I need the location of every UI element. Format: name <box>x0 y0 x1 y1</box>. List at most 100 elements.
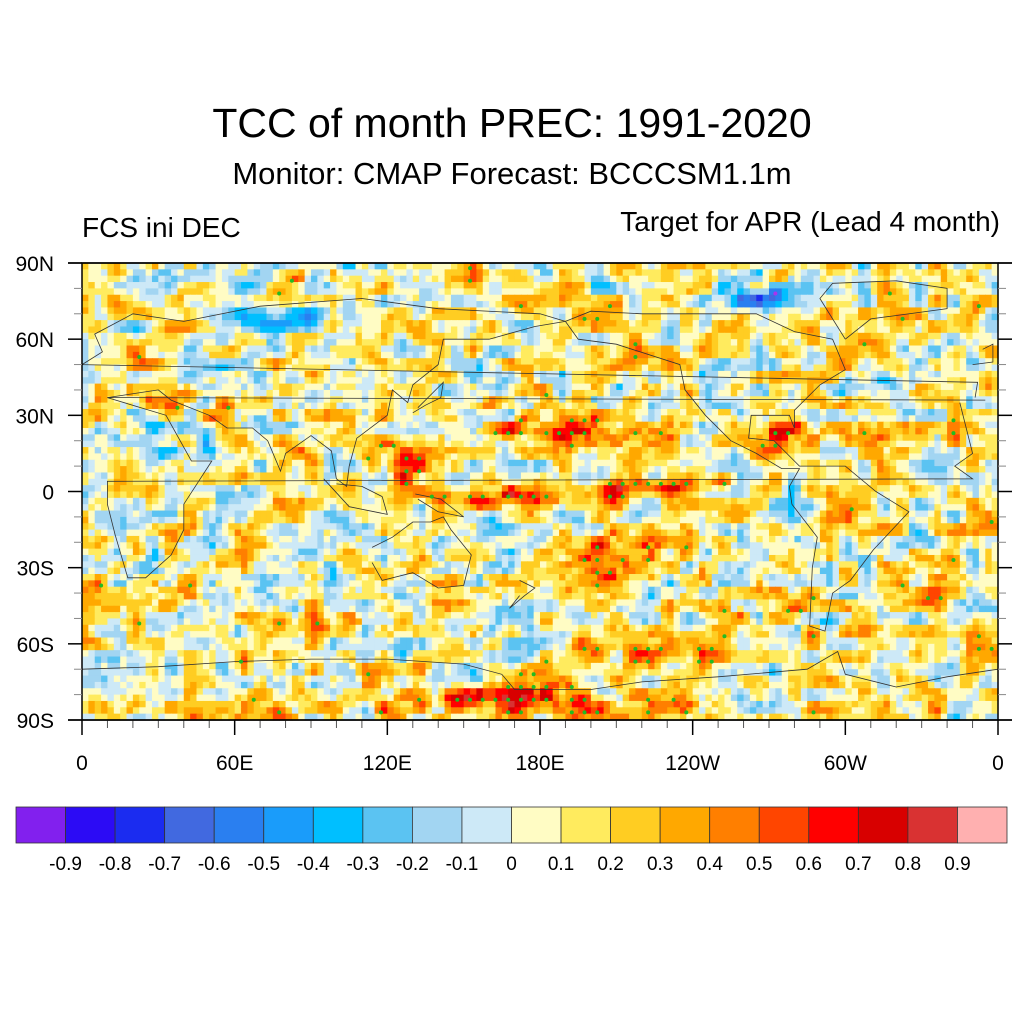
heatmap-cell <box>940 301 948 309</box>
heatmap-cell <box>699 421 706 429</box>
heatmap-cell <box>571 478 579 486</box>
heatmap-cell <box>762 447 770 455</box>
heatmap-cell <box>705 472 713 480</box>
heatmap-cell <box>323 288 331 296</box>
heatmap-cell <box>82 459 89 467</box>
heatmap-cell <box>921 383 929 391</box>
heatmap-cell <box>934 428 942 435</box>
heatmap-cell <box>311 358 318 366</box>
heatmap-cell <box>896 288 904 296</box>
heatmap-cell <box>660 275 668 283</box>
heatmap-cell <box>311 351 318 359</box>
heatmap-cell <box>419 377 427 385</box>
heatmap-cell <box>609 307 617 315</box>
heatmap-cell <box>508 282 516 289</box>
heatmap-cell <box>533 345 541 353</box>
heatmap-cell <box>520 358 528 366</box>
heatmap-cell <box>813 466 821 474</box>
heatmap-cell <box>228 396 236 404</box>
heatmap-cell <box>463 453 471 461</box>
heatmap-cell <box>724 364 732 372</box>
heatmap-cell <box>387 389 395 397</box>
heatmap-cell <box>540 313 547 321</box>
heatmap-cell <box>832 307 840 315</box>
heatmap-cell <box>279 364 287 372</box>
heatmap-cell <box>438 447 446 455</box>
heatmap-cell <box>724 275 732 283</box>
heatmap-cell <box>571 269 579 277</box>
heatmap-cell <box>838 421 846 429</box>
heatmap-cell <box>609 351 617 359</box>
heatmap-cell <box>311 466 318 474</box>
heatmap-cell <box>171 440 179 448</box>
heatmap-cell <box>444 332 452 340</box>
heatmap-cell <box>673 389 681 397</box>
heatmap-cell <box>972 345 980 353</box>
heatmap-cell <box>546 332 554 340</box>
heatmap-cell <box>641 434 649 442</box>
heatmap-cell <box>756 408 764 416</box>
heatmap-cell <box>412 447 420 455</box>
heatmap-cell <box>788 402 796 410</box>
heatmap-cell <box>851 275 859 283</box>
heatmap-cell <box>139 428 147 435</box>
heatmap-cell <box>953 434 961 442</box>
heatmap-cell <box>546 358 554 366</box>
heatmap-cell <box>438 263 446 270</box>
heatmap-cell <box>692 269 700 277</box>
heatmap-cell <box>584 332 592 340</box>
heatmap-cell <box>501 358 509 366</box>
heatmap-cell <box>145 294 153 302</box>
heatmap-cell <box>813 320 821 328</box>
heatmap-cell <box>489 377 497 385</box>
heatmap-cell <box>629 301 637 309</box>
heatmap-cell <box>985 434 993 442</box>
heatmap-cell <box>826 383 834 391</box>
heatmap-cell <box>762 332 770 340</box>
heatmap-cell <box>241 434 248 442</box>
heatmap-cell <box>959 434 967 442</box>
heatmap-cell <box>788 275 796 283</box>
heatmap-cell <box>654 282 662 289</box>
heatmap-cell <box>400 288 408 296</box>
heatmap-cell <box>438 307 446 315</box>
heatmap-cell <box>660 408 668 416</box>
heatmap-cell <box>915 301 923 309</box>
heatmap-cell <box>190 389 198 397</box>
heatmap-cell <box>769 364 776 372</box>
heatmap-cell <box>762 339 770 347</box>
heatmap-cell <box>336 466 344 474</box>
heatmap-cell <box>667 269 675 277</box>
heatmap-cell <box>145 320 153 328</box>
heatmap-cell <box>966 269 974 277</box>
heatmap-cell <box>972 370 980 378</box>
heatmap-cell <box>501 383 509 391</box>
heatmap-cell <box>164 383 172 391</box>
heatmap-cell <box>889 402 897 410</box>
heatmap-cell <box>743 389 751 397</box>
heatmap-cell <box>896 402 904 410</box>
heatmap-cell <box>260 288 268 296</box>
heatmap-cell <box>921 313 929 321</box>
heatmap-cell <box>311 313 318 321</box>
heatmap-cell <box>858 377 866 385</box>
heatmap-cell <box>718 408 726 416</box>
heatmap-cell <box>819 294 827 302</box>
heatmap-cell <box>311 396 318 404</box>
heatmap-cell <box>692 453 700 461</box>
heatmap-cell <box>349 447 357 455</box>
heatmap-cell <box>520 383 528 391</box>
heatmap-cell <box>247 301 255 309</box>
heatmap-cell <box>877 434 885 442</box>
heatmap-cell <box>858 440 866 448</box>
heatmap-cell <box>266 345 274 353</box>
heatmap-cell <box>82 358 89 366</box>
heatmap-cell <box>342 396 350 404</box>
heatmap-cell <box>953 288 961 296</box>
heatmap-cell <box>991 282 999 289</box>
heatmap-cell <box>609 459 617 467</box>
heatmap-cell <box>253 275 261 283</box>
heatmap-cell <box>877 301 885 309</box>
heatmap-cell <box>285 320 293 328</box>
heatmap-cell <box>915 466 923 474</box>
